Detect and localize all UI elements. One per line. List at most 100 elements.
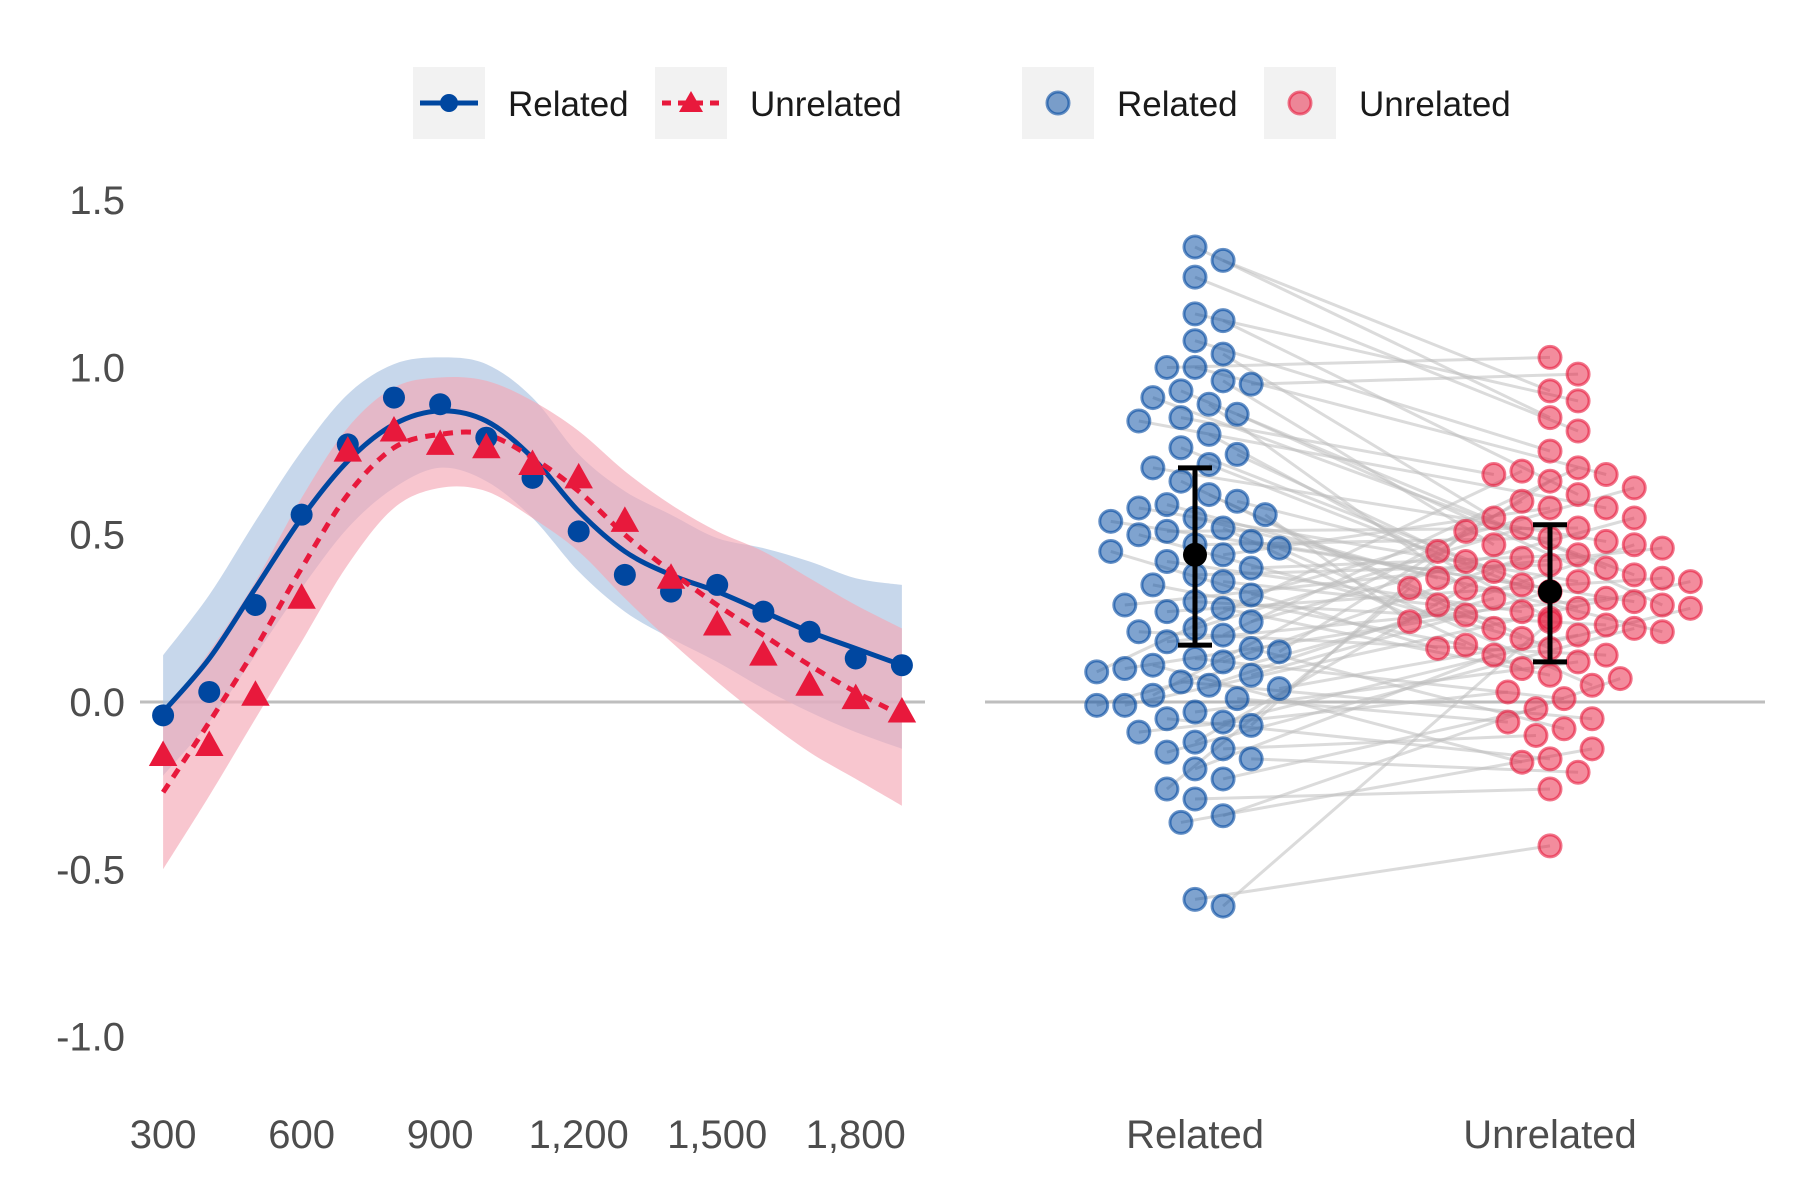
mean-point — [1183, 542, 1207, 567]
related-participant-point — [1182, 301, 1208, 327]
related-participant-point — [1126, 408, 1152, 434]
related-participant-point — [1196, 482, 1222, 508]
related-participant-point — [1182, 354, 1208, 380]
pair-connector-line — [1194, 245, 1551, 419]
related-participant-point — [1182, 786, 1208, 812]
related-participant-point — [1154, 518, 1180, 544]
related-participant-point — [1168, 809, 1194, 835]
unrelated-participant-point — [1565, 515, 1591, 541]
unrelated-participant-point — [1537, 378, 1563, 404]
related-data-point — [198, 680, 221, 703]
unrelated-participant-point — [1509, 625, 1535, 651]
related-data-point — [706, 573, 729, 596]
related-data-point — [752, 600, 775, 623]
related-participant-point — [1084, 659, 1110, 685]
related-participant-point — [1238, 662, 1264, 688]
related-participant-point — [1098, 508, 1124, 534]
legend-points: Related Unrelated — [1022, 67, 1511, 139]
pair-connector-line — [1223, 733, 1537, 751]
related-participant-point — [1210, 736, 1236, 762]
related-participant-point — [1112, 692, 1138, 718]
x-category-label: Unrelated — [1463, 1113, 1636, 1157]
unrelated-participant-point — [1593, 528, 1619, 554]
unrelated-participant-point — [1509, 458, 1535, 484]
related-data-point — [244, 593, 267, 616]
unrelated-participant-point — [1523, 696, 1549, 722]
unrelated-participant-point — [1621, 589, 1647, 615]
unrelated-data-point — [195, 730, 224, 756]
related-participant-point — [1182, 756, 1208, 782]
related-participant-point — [1126, 522, 1152, 548]
related-participant-point — [1210, 595, 1236, 621]
unrelated-participant-point — [1425, 635, 1451, 661]
related-participant-point — [1238, 635, 1264, 661]
pair-connector-line — [1166, 503, 1439, 580]
related-participant-point — [1224, 441, 1250, 467]
unrelated-data-point — [656, 563, 686, 589]
unrelated-participant-point — [1397, 609, 1423, 635]
pair-connector-line — [1180, 416, 1495, 476]
y-tick-label: -0.5 — [56, 848, 125, 892]
related-data-point — [382, 386, 405, 409]
unrelated-data-point — [564, 462, 593, 489]
unrelated-participant-point — [1607, 666, 1633, 692]
unrelated-participant-point — [1481, 642, 1507, 668]
unrelated-participant-point — [1425, 592, 1451, 618]
paired-scatter-panel: Related Unrelated — [985, 234, 1765, 1157]
related-participant-point — [1154, 706, 1180, 732]
related-participant-point — [1252, 502, 1278, 528]
unrelated-participant-point — [1537, 746, 1563, 772]
unrelated-participant-point — [1509, 572, 1535, 598]
related-participant-point — [1210, 308, 1236, 334]
unrelated-participant-point — [1565, 361, 1591, 387]
related-participant-point — [1084, 692, 1110, 718]
unrelated-participant-point — [1593, 495, 1619, 521]
related-participant-point — [1126, 495, 1152, 521]
y-tick-label: 1.0 — [69, 346, 125, 390]
pair-connector-line — [1236, 453, 1467, 563]
related-participant-point — [1126, 719, 1152, 745]
related-participant-point — [1168, 378, 1194, 404]
related-participant-point — [1182, 264, 1208, 290]
unrelated-participant-point — [1481, 559, 1507, 585]
pair-connector-line — [1166, 596, 1607, 644]
pair-connector-line — [1096, 596, 1495, 707]
related-participant-point — [1196, 672, 1222, 698]
unrelated-participant-point — [1579, 736, 1605, 762]
unrelated-confidence-band — [163, 376, 902, 870]
unrelated-participant-point — [1551, 716, 1577, 742]
unrelated-participant-point — [1481, 585, 1507, 611]
unrelated-data-point — [795, 670, 824, 696]
unrelated-participant-point — [1565, 542, 1591, 568]
unrelated-participant-point — [1621, 615, 1647, 641]
y-tick-label: 1.5 — [69, 179, 125, 223]
unrelated-participant-point — [1621, 475, 1647, 501]
unrelated-participant-point — [1593, 585, 1619, 611]
related-participant-point — [1224, 488, 1250, 514]
related-participant-point — [1154, 354, 1180, 380]
x-tick-label: 600 — [268, 1113, 335, 1157]
unrelated-participant-point — [1649, 619, 1675, 645]
related-participant-point — [1140, 455, 1166, 481]
related-participant-point — [1210, 649, 1236, 675]
unrelated-participant-point — [1537, 405, 1563, 431]
unrelated-participant-point — [1565, 759, 1591, 785]
unrelated-data-point — [702, 610, 732, 636]
unrelated-participant-point — [1579, 672, 1605, 698]
x-tick-label: 1,800 — [806, 1113, 906, 1157]
unrelated-data-point — [749, 640, 778, 666]
unrelated-participant-point — [1495, 679, 1521, 705]
related-participant-point — [1210, 542, 1236, 568]
related-participant-point — [1182, 699, 1208, 725]
related-participant-point — [1098, 538, 1124, 564]
unrelated-participant-point — [1565, 569, 1591, 595]
unrelated-participant-point — [1509, 599, 1535, 625]
pair-connector-line — [1194, 787, 1551, 801]
related-participant-point — [1154, 548, 1180, 574]
y-tick-label: 0.0 — [69, 681, 125, 725]
unrelated-participant-point — [1453, 632, 1479, 658]
related-participant-point — [1154, 629, 1180, 655]
related-participant-point — [1210, 766, 1236, 792]
related-participant-point — [1238, 555, 1264, 581]
